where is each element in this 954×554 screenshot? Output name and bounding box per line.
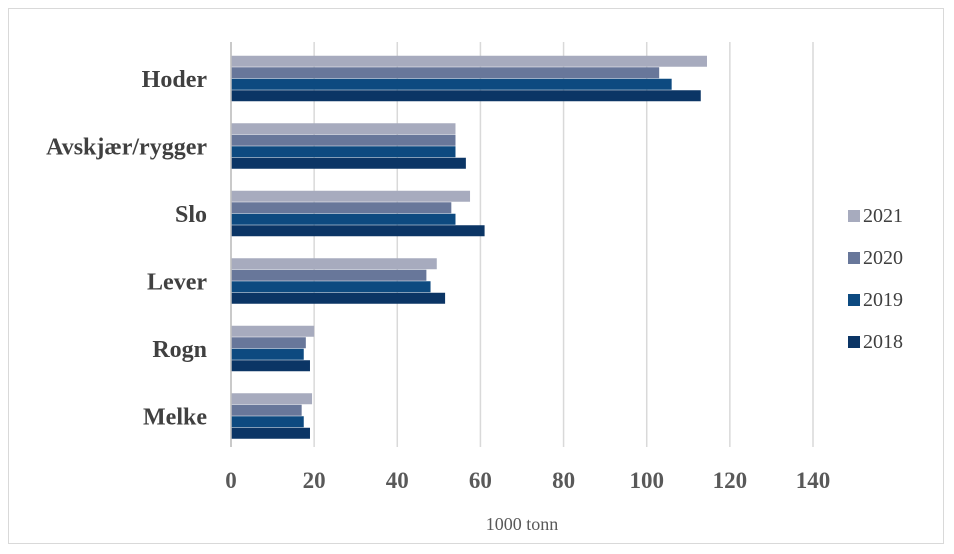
bar-2019-hoder bbox=[231, 78, 672, 90]
bar-2020-slo bbox=[231, 202, 452, 214]
legend-swatch-2020 bbox=[848, 252, 860, 264]
bar-2020-avskjær-rygger bbox=[231, 134, 456, 146]
bar-2020-hoder bbox=[231, 67, 660, 79]
legend-swatch-2019 bbox=[848, 294, 860, 306]
x-tick-label: 60 bbox=[469, 468, 492, 493]
bar-2019-melke bbox=[231, 416, 304, 428]
bar-2018-slo bbox=[231, 225, 485, 237]
x-tick-label: 0 bbox=[225, 468, 237, 493]
bar-2020-rogn bbox=[231, 337, 306, 349]
legend-label-2021: 2021 bbox=[863, 205, 903, 227]
bar-2020-lever bbox=[231, 269, 427, 281]
category-label: Slo bbox=[175, 202, 207, 228]
legend-swatch-2018 bbox=[848, 336, 860, 348]
bar-2018-rogn bbox=[231, 360, 310, 372]
category-label: Hoder bbox=[142, 67, 208, 93]
bar-2018-lever bbox=[231, 292, 446, 304]
bar-2021-avskjær-rygger bbox=[231, 123, 456, 135]
bar-2020-melke bbox=[231, 404, 302, 416]
bar-2019-avskjær-rygger bbox=[231, 146, 456, 158]
bar-2021-slo bbox=[231, 190, 471, 202]
bar-2021-hoder bbox=[231, 55, 707, 67]
x-tick-label: 140 bbox=[796, 468, 831, 493]
bar-2019-lever bbox=[231, 281, 431, 293]
bar-2019-slo bbox=[231, 213, 456, 225]
category-label: Lever bbox=[147, 269, 207, 295]
legend-label-2020: 2020 bbox=[863, 247, 903, 269]
bar-2018-melke bbox=[231, 427, 310, 439]
category-label: Rogn bbox=[152, 337, 207, 363]
bar-2021-melke bbox=[231, 393, 313, 405]
x-tick-label: 120 bbox=[713, 468, 748, 493]
x-axis-title: 1000 tonn bbox=[486, 514, 559, 534]
legend-label-2019: 2019 bbox=[863, 289, 903, 311]
bar-2021-lever bbox=[231, 258, 437, 270]
category-label: Avskjær/rygger bbox=[46, 134, 207, 160]
bar-2018-hoder bbox=[231, 90, 701, 102]
x-tick-label: 40 bbox=[386, 468, 409, 493]
legend-label-2018: 2018 bbox=[863, 331, 903, 353]
category-label: Melke bbox=[143, 404, 207, 430]
x-tick-label: 80 bbox=[552, 468, 575, 493]
legend-swatch-2021 bbox=[848, 210, 860, 222]
x-tick-label: 100 bbox=[629, 468, 664, 493]
bar-2019-rogn bbox=[231, 348, 304, 360]
x-tick-label: 20 bbox=[303, 468, 326, 493]
bar-2018-avskjær-rygger bbox=[231, 157, 466, 169]
bar-2021-rogn bbox=[231, 325, 315, 337]
